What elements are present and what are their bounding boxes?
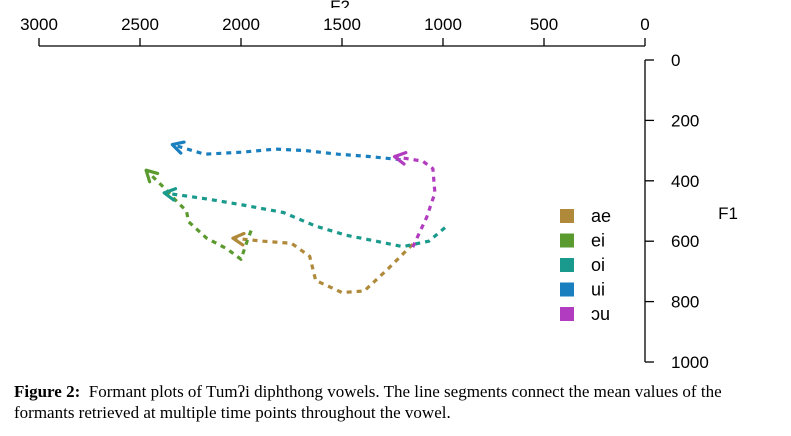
y-tick-label: 800 — [671, 293, 699, 312]
legend-swatch-4 — [560, 307, 574, 321]
series-arrowhead-1 — [144, 168, 160, 184]
legend-swatch-1 — [560, 233, 574, 248]
x-tick-label: 3000 — [20, 15, 58, 34]
series-line-3 — [171, 143, 401, 162]
y-tick-label: 400 — [671, 172, 699, 191]
x-tick-label: 2000 — [222, 15, 260, 34]
x-tick-label: 1000 — [424, 15, 462, 34]
y-tick-label: 600 — [671, 232, 699, 251]
series-arrowhead-3 — [170, 140, 186, 155]
y-axis: 0 200 400 600 800 1000 — [644, 51, 709, 372]
legend-swatch-2 — [560, 258, 574, 272]
x-axis: 3000 2500 2000 1500 1000 500 0 — [20, 15, 650, 47]
legend-label-2: oi — [591, 255, 605, 275]
legend-label-4: ɔu — [591, 304, 610, 324]
x-tick-label: 0 — [640, 15, 649, 34]
figure-caption: Figure 2: Formant plots of Tumʔi diphtho… — [14, 381, 780, 423]
series-line-4 — [394, 155, 437, 248]
y-tick-label: 200 — [671, 111, 699, 130]
series-line-0 — [232, 236, 414, 295]
figure-label: Figure 2: — [14, 382, 81, 401]
legend: ae ei oi ui ɔu — [560, 206, 611, 324]
x-tick-label: 1500 — [323, 15, 361, 34]
formant-plot: 3000 2500 2000 1500 1000 500 0 0 200 400 600 800 10… — [20, 0, 738, 372]
series-line-1 — [144, 169, 253, 261]
y-axis-title: F1 — [718, 204, 738, 223]
series-arrowhead-0 — [231, 231, 246, 247]
figure-caption-text: Formant plots of Tumʔi diphthong vowels.… — [14, 382, 722, 422]
legend-label-3: ui — [591, 280, 605, 300]
x-tick-label: 2500 — [121, 15, 159, 34]
legend-label-0: ae — [591, 206, 611, 226]
legend-label-1: ei — [591, 231, 605, 251]
legend-swatch-0 — [560, 209, 574, 223]
y-tick-label: 1000 — [671, 353, 709, 372]
series-group — [144, 140, 447, 295]
x-tick-label: 500 — [530, 15, 558, 34]
series-arrowhead-2 — [162, 187, 178, 202]
series-arrowhead-4 — [392, 151, 408, 166]
y-tick-label: 0 — [671, 51, 680, 70]
legend-swatch-3 — [560, 282, 574, 297]
x-axis-title: F2 — [330, 0, 350, 16]
